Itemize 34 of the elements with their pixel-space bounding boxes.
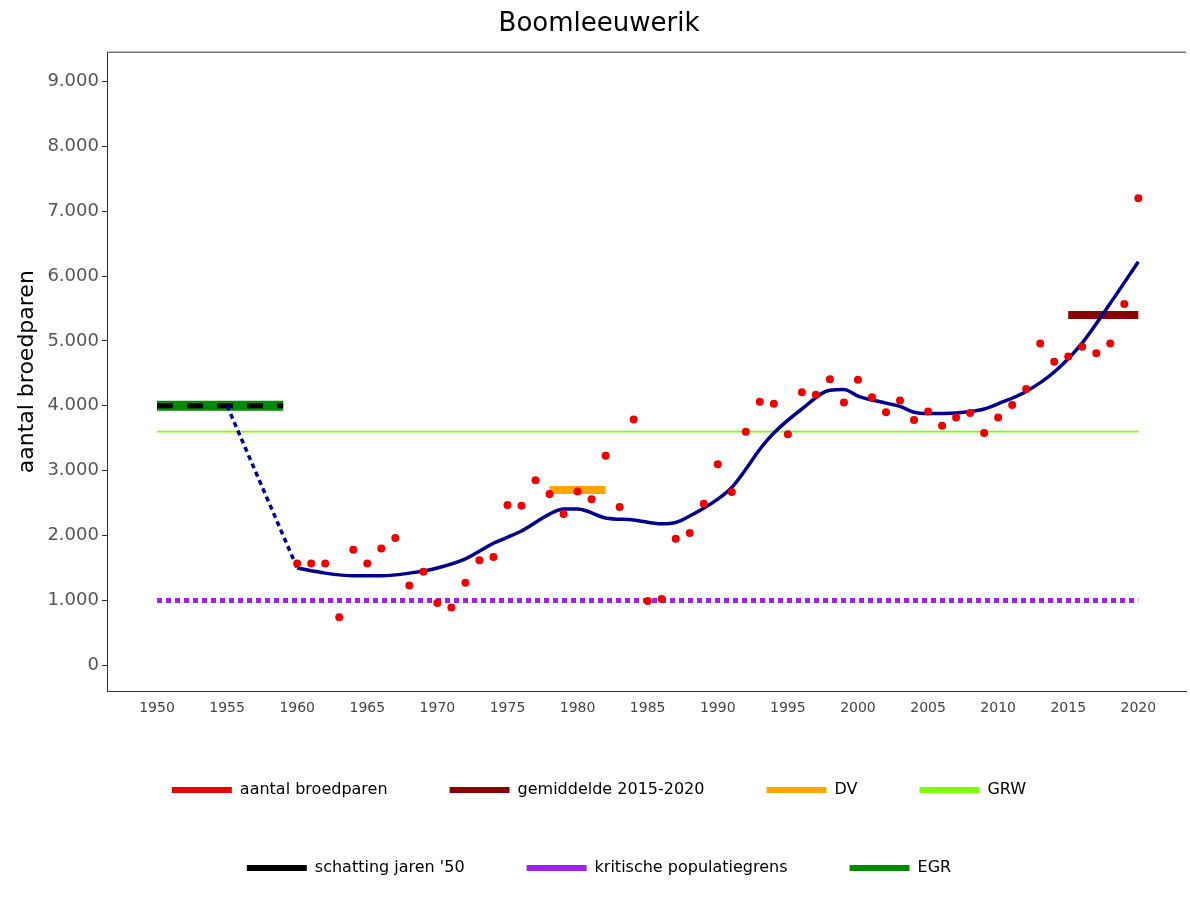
x-tick-label: 1975 — [489, 699, 526, 716]
legend-label: EGR — [917, 857, 952, 877]
y-tick-label: 4.000 — [47, 393, 99, 415]
y-tick-label: 6.000 — [47, 263, 99, 285]
legend-label: DV — [834, 779, 858, 799]
y-tick-label: 5.000 — [47, 328, 99, 350]
legend-label: kritische populatiegrens — [594, 857, 788, 877]
x-tick-label: 1970 — [419, 699, 456, 716]
x-tick-label: 1965 — [349, 699, 386, 716]
y-axis-title: aantal broedparen — [12, 270, 38, 474]
x-tick-label: 2010 — [980, 699, 1016, 716]
x-tick-label: 2005 — [910, 699, 946, 716]
y-tick-label: 9.000 — [47, 69, 99, 91]
chart-title: Boomleeuwerik — [498, 7, 700, 38]
x-tick-label: 2020 — [1120, 699, 1157, 716]
x-tick-label: 1985 — [629, 699, 666, 716]
y-tick-label: 1.000 — [47, 588, 99, 610]
y-tick-label: 0 — [87, 652, 99, 674]
legend-label: gemiddelde 2015-2020 — [517, 779, 705, 799]
y-tick-label: 3.000 — [47, 458, 99, 480]
y-tick-label: 8.000 — [47, 133, 99, 155]
y-tick-label: 7.000 — [47, 198, 99, 220]
x-tick-label: 1960 — [279, 699, 316, 716]
y-tick-label: 2.000 — [47, 523, 99, 545]
x-tick-label: 1980 — [559, 699, 596, 716]
x-tick-label: 2015 — [1050, 699, 1087, 716]
x-tick-label: 1950 — [139, 699, 175, 716]
x-tick-label: 1990 — [699, 699, 736, 716]
x-tick-label: 2000 — [840, 699, 876, 716]
x-tick-label: 1995 — [770, 699, 806, 716]
legend-label: schatting jaren '50 — [314, 857, 465, 877]
x-tick-label: 1955 — [209, 699, 245, 716]
legend-label: aantal broedparen — [239, 779, 388, 799]
legend-label: GRW — [987, 779, 1027, 799]
